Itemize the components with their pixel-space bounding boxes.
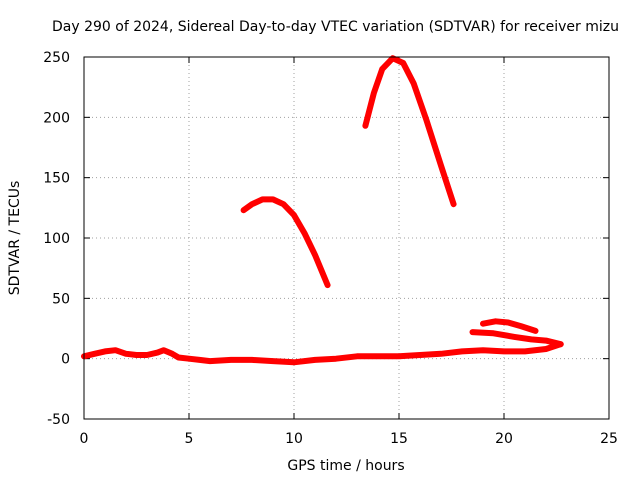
x-tick-label: 25 (600, 431, 618, 447)
x-tick-label: 20 (495, 431, 513, 447)
y-tick-label: -50 (47, 412, 70, 428)
y-tick-label: 250 (43, 50, 70, 66)
plot-frame (83, 56, 610, 420)
y-axis-label: SDTVAR / TECUs (7, 181, 23, 296)
y-tick-label: 100 (43, 231, 70, 247)
series-layer (81, 55, 564, 366)
x-tick-label: 10 (285, 431, 303, 447)
series-baseline (81, 341, 564, 366)
chart-title: Day 290 of 2024, Sidereal Day-to-day VTE… (52, 19, 619, 35)
x-tick-label: 0 (80, 431, 89, 447)
series-loop-lower (469, 329, 564, 348)
tick-layer: 0 5 10 15 20 25 -50 0 50 100 150 200 250 (43, 50, 618, 447)
series-arc-mid (362, 55, 457, 208)
x-axis-label: GPS time / hours (287, 458, 404, 474)
y-tick-label: 200 (43, 110, 70, 126)
x-tick-label: 5 (185, 431, 194, 447)
grid-layer (84, 57, 609, 419)
y-tick-label: 50 (52, 291, 70, 307)
y-tick-label: 0 (61, 352, 70, 368)
y-tick-label: 150 (43, 171, 70, 187)
x-tick-label: 15 (390, 431, 408, 447)
series-arc-early (240, 196, 331, 289)
series-loop-upper (480, 318, 539, 334)
